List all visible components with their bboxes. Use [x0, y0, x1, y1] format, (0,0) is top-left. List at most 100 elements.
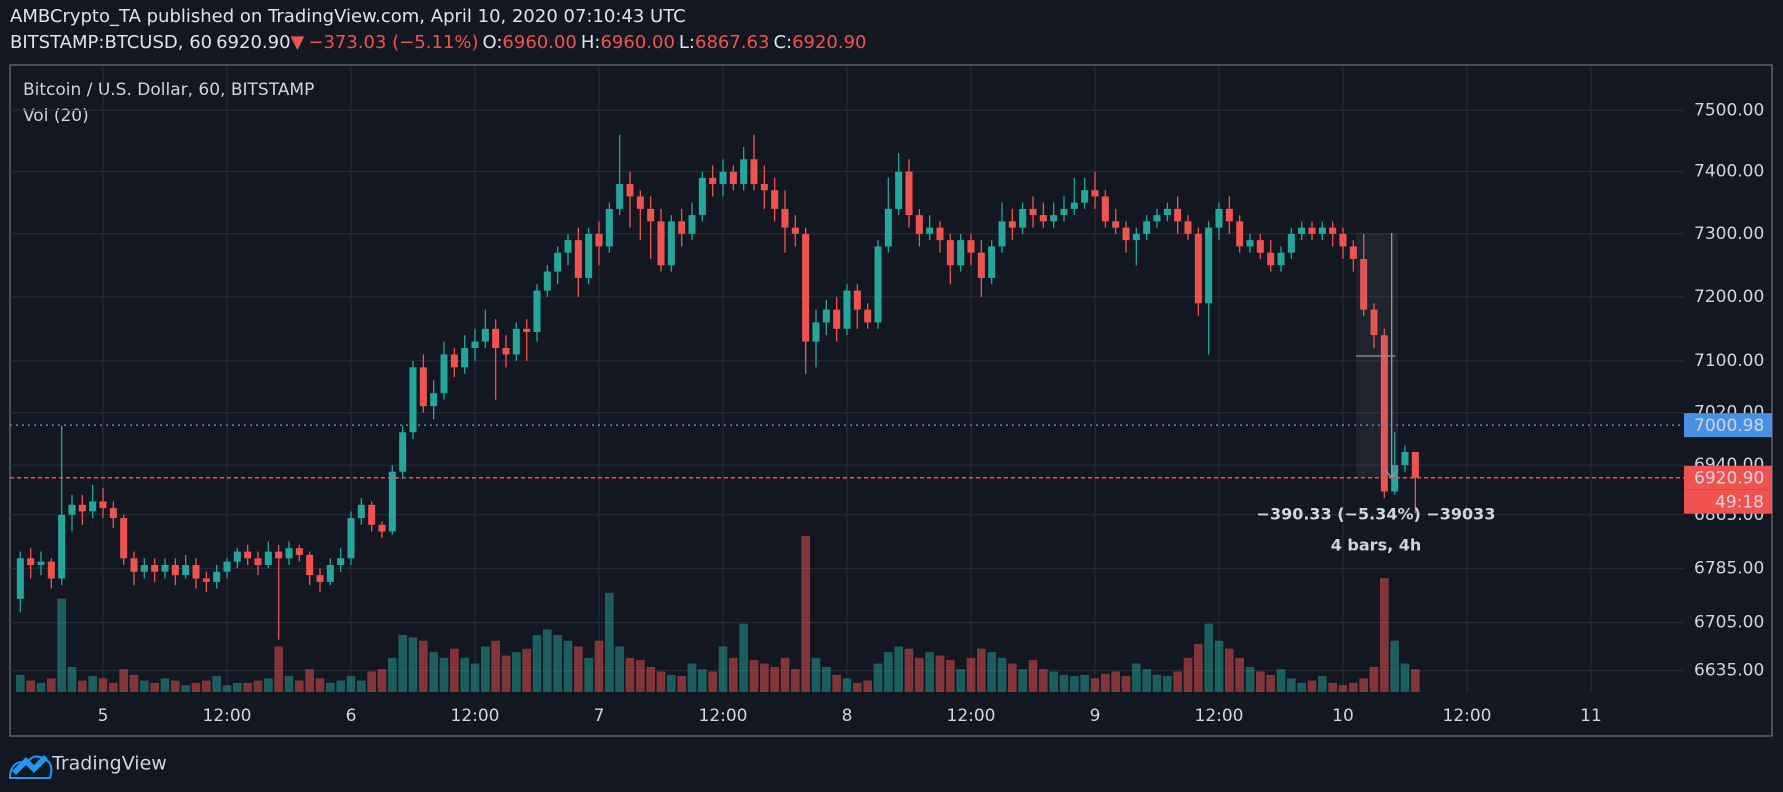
volume-bar: [1131, 663, 1141, 692]
candle-body: [1298, 227, 1306, 234]
volume-bar: [387, 657, 397, 692]
candle-body: [244, 551, 252, 559]
volume-bar: [429, 652, 439, 692]
x-tick-label: 6: [346, 706, 357, 726]
candle-body: [616, 184, 624, 209]
candle-body: [884, 208, 892, 247]
candle-body: [47, 561, 55, 579]
price-tag: [1684, 465, 1772, 490]
x-tick-label: 5: [98, 706, 109, 726]
candle-body: [1339, 233, 1347, 247]
volume-bar: [708, 671, 718, 692]
candle-body: [915, 215, 923, 234]
volume-bar: [67, 666, 77, 692]
volume-bar: [697, 669, 707, 692]
candle-body: [1060, 208, 1068, 216]
volume-bar: [449, 648, 459, 692]
logo-mark: [12, 755, 48, 775]
candle-body: [967, 240, 975, 253]
candle-body: [357, 504, 365, 519]
volume-bar: [863, 680, 873, 692]
y-tick-label: 6705.00: [1694, 613, 1764, 633]
x-tick-label: 7: [594, 706, 605, 726]
volume-bar: [542, 629, 552, 692]
candle-body: [853, 290, 861, 310]
candle-body: [926, 227, 934, 234]
candle-body: [802, 233, 810, 342]
candle-body: [37, 561, 45, 566]
candle-body: [161, 565, 169, 572]
candle-body: [275, 551, 283, 559]
volume-bar: [1369, 666, 1379, 692]
x-tick-label: 12:00: [203, 706, 252, 726]
volume-bar: [801, 536, 811, 692]
volume-bar: [687, 663, 697, 692]
candle-body: [554, 252, 562, 272]
volume-bar: [1359, 678, 1369, 692]
volume-bar: [1235, 657, 1245, 692]
volume-bar: [108, 682, 118, 692]
candle-body: [585, 233, 593, 278]
volume-bar: [1379, 578, 1389, 692]
y-tick-label: 7400.00: [1694, 162, 1764, 182]
volume-bar: [15, 674, 25, 692]
volume-bar: [1038, 669, 1048, 692]
candle-body: [368, 504, 376, 525]
candle-body: [254, 558, 262, 566]
volume-bar: [635, 660, 645, 692]
volume-bar: [749, 660, 759, 692]
candle-body: [1308, 227, 1316, 234]
candle-body: [1401, 451, 1409, 466]
volume-bar: [1266, 674, 1276, 692]
candle-body: [822, 309, 830, 323]
volume-bar: [1390, 640, 1400, 692]
chart-title: Bitcoin / U.S. Dollar, 60, BITSTAMP: [23, 80, 314, 100]
x-tick-label: 12:00: [451, 706, 500, 726]
candle-body: [1225, 208, 1233, 222]
volume-bar: [625, 657, 635, 692]
volume-bar: [780, 657, 790, 692]
candle-body: [481, 328, 489, 342]
volume-bar: [914, 657, 924, 692]
volume-bar: [718, 646, 728, 692]
volume-bar: [739, 623, 749, 692]
candle-body: [523, 328, 531, 332]
candle-body: [151, 565, 159, 572]
volume-bar: [1183, 657, 1193, 692]
volume-bar: [1069, 676, 1079, 692]
candle-body: [1039, 215, 1047, 222]
candle-body: [864, 309, 872, 323]
volume-bar: [181, 685, 191, 692]
candle-body: [760, 184, 768, 191]
volume-bar: [1276, 669, 1286, 692]
candle-body: [1194, 233, 1202, 304]
ohlc-label: C:: [773, 32, 793, 53]
candle-body: [719, 171, 727, 185]
volume-bar: [170, 680, 180, 692]
candle-body: [936, 227, 944, 241]
volume-bar: [377, 669, 387, 692]
candle-body: [833, 309, 841, 329]
candle-body: [874, 246, 882, 323]
volume-bar: [26, 680, 36, 692]
volume-bar: [770, 666, 780, 692]
publish-line: AMBCrypto_TA published on TradingView.co…: [10, 6, 686, 27]
volume-bar: [563, 640, 573, 692]
candle-body: [1215, 208, 1223, 228]
candle-body: [1380, 335, 1388, 492]
volume-bar: [935, 655, 945, 692]
symbol-line: BITSTAMP:BTCUSD, 60 6920.90 ▼ −373.03 (−…: [10, 32, 875, 53]
candle-body: [378, 524, 386, 532]
candle-body: [957, 240, 965, 266]
footer-logo: [8, 755, 53, 779]
candle-body: [295, 548, 303, 555]
volume-bar: [336, 680, 346, 692]
candle-body: [1287, 233, 1295, 253]
volume-bar: [1100, 673, 1110, 692]
candle-body: [771, 190, 779, 209]
volume-bar: [759, 663, 769, 692]
candle-body: [326, 565, 334, 582]
volume-bar: [1090, 678, 1100, 692]
